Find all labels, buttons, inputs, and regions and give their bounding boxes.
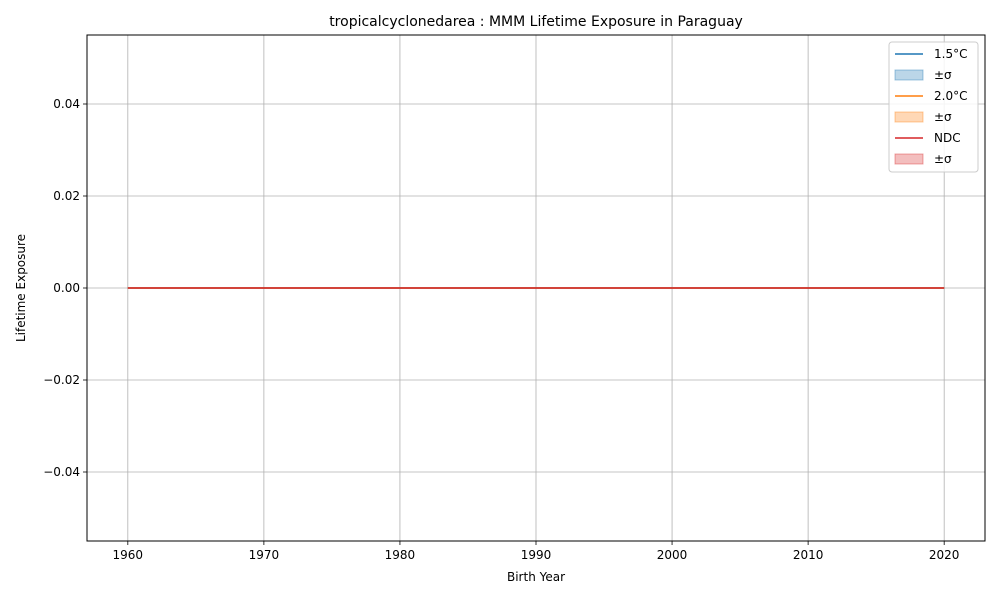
legend-frame: [888, 41, 979, 173]
x-tick-label: 1960: [113, 548, 144, 562]
legend-label: NDC: [934, 131, 961, 145]
legend-band-swatch: [894, 111, 924, 123]
legend-label: 1.5°C: [934, 47, 967, 61]
x-tick-label: 1980: [385, 548, 416, 562]
y-tick-label: 0.04: [53, 97, 80, 111]
legend-band-swatch: [894, 153, 924, 165]
chart-title: tropicalcyclonedarea : MMM Lifetime Expo…: [329, 14, 743, 30]
x-tick-label: 1970: [249, 548, 280, 562]
x-tick-label: 2010: [793, 548, 824, 562]
y-tick-label: 0.00: [53, 281, 80, 295]
y-axis-ticks: −0.04 −0.02 0.00 0.02 0.04: [43, 97, 87, 479]
y-tick-label: −0.02: [43, 373, 80, 387]
y-tick-label: 0.02: [53, 189, 80, 203]
x-tick-label: 2020: [929, 548, 960, 562]
legend-label: ±σ: [934, 110, 952, 124]
plot-area: 1960 1970 1980 1990 2000 2010 2020 −0.04 −0.02 0…: [43, 34, 986, 562]
y-tick-label: −0.04: [43, 465, 80, 479]
y-axis-label: Lifetime Exposure: [14, 234, 28, 342]
x-axis-label: Birth Year: [507, 570, 565, 584]
x-axis-ticks: 1960 1970 1980 1990 2000 2010 2020: [113, 541, 960, 562]
x-tick-label: 1990: [521, 548, 552, 562]
legend-label: ±σ: [934, 152, 952, 166]
x-tick-label: 2000: [657, 548, 688, 562]
legend-label: 2.0°C: [934, 89, 967, 103]
legend-band-swatch: [894, 69, 924, 81]
legend: 1.5°C ±σ 2.0°C ±σ NDC ±σ: [888, 41, 979, 173]
legend-label: ±σ: [934, 68, 952, 82]
